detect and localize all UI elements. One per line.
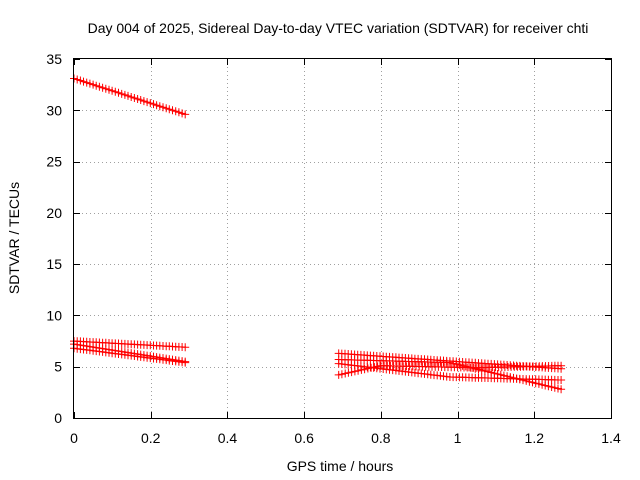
- data-point: [547, 383, 556, 391]
- data-point: [181, 358, 190, 367]
- data-point: [152, 101, 161, 110]
- data-point: [341, 369, 350, 378]
- data-point: [334, 370, 343, 379]
- data-point: [357, 365, 366, 374]
- series-arc-1: [70, 74, 190, 119]
- y-tick-label: 0: [54, 410, 62, 426]
- data-point: [168, 106, 177, 115]
- data-point: [557, 361, 566, 370]
- x-tick-label: 0: [70, 430, 78, 446]
- data-point: [111, 87, 120, 96]
- data-point: [181, 110, 190, 119]
- data-point: [171, 107, 180, 116]
- data-point: [557, 376, 566, 384]
- x-axis-label: GPS time / hours: [287, 458, 394, 474]
- data-point: [449, 359, 458, 368]
- data-point: [344, 368, 353, 377]
- series-group: [70, 74, 566, 394]
- data-point: [130, 94, 139, 102]
- y-tick-label: 10: [46, 307, 62, 323]
- data-point: [124, 91, 132, 100]
- data-point: [136, 96, 145, 104]
- x-tick-labels: 0 0.2 0.4 0.6 0.8 1 1.2 1.4: [70, 430, 621, 446]
- data-point: [117, 89, 126, 98]
- data-point: [181, 343, 190, 352]
- x-tick-label: 1.2: [525, 430, 545, 446]
- series-arc-8: [334, 361, 566, 379]
- data-point: [85, 79, 94, 88]
- data-point: [114, 88, 123, 97]
- data-point: [367, 363, 376, 372]
- y-tick-label: 35: [46, 51, 62, 67]
- y-tick-label: 30: [46, 102, 62, 118]
- series-arc-7: [334, 359, 566, 384]
- data-point: [360, 365, 369, 374]
- series-arc-4: [70, 344, 190, 367]
- x-tick-label: 0.8: [371, 430, 391, 446]
- data-point: [354, 366, 363, 375]
- data-point: [139, 97, 148, 106]
- x-tick-label: 0.2: [141, 430, 161, 446]
- plot-frame: [73, 58, 612, 419]
- data-point: [347, 368, 356, 377]
- y-tick-label: 5: [54, 359, 62, 375]
- data-point: [146, 99, 155, 108]
- data-point: [143, 98, 152, 107]
- data-point: [557, 385, 566, 394]
- x-tick-label: 0.6: [294, 430, 314, 446]
- data-point: [79, 77, 88, 86]
- data-point: [445, 358, 454, 367]
- data-point: [165, 105, 174, 114]
- grid: [74, 59, 611, 418]
- data-point: [101, 84, 110, 93]
- data-point: [350, 367, 359, 376]
- chart-title: Day 004 of 2025, Sidereal Day-to-day VTE…: [88, 20, 589, 36]
- y-tick-labels: 0 5 10 15 20 25 30 35: [46, 51, 62, 426]
- data-point: [337, 370, 346, 379]
- series-arc-6: [334, 355, 566, 394]
- y-axis-label: SDTVAR / TECUs: [6, 182, 22, 294]
- data-point: [461, 362, 470, 371]
- data-point: [474, 365, 483, 374]
- data-point: [127, 93, 136, 101]
- y-tick-label: 15: [46, 256, 62, 272]
- data-point: [98, 83, 107, 92]
- axis-ticks: [74, 59, 612, 419]
- data-point: [471, 364, 480, 373]
- data-point: [95, 82, 104, 91]
- x-tick-label: 1: [454, 430, 462, 446]
- series-arc-2: [70, 337, 190, 352]
- data-point: [108, 86, 117, 95]
- x-tick-label: 1.4: [601, 430, 621, 446]
- data-point: [155, 102, 164, 111]
- y-tick-label: 25: [46, 154, 62, 170]
- data-point: [92, 81, 101, 90]
- data-point: [174, 108, 183, 117]
- data-point: [73, 75, 82, 84]
- data-point: [373, 362, 382, 371]
- x-tick-label: 0.4: [218, 430, 238, 446]
- data-point: [363, 364, 372, 373]
- data-point: [82, 78, 91, 87]
- data-point: [370, 363, 379, 372]
- data-point: [159, 103, 167, 112]
- data-point: [550, 383, 559, 392]
- data-point: [458, 361, 467, 370]
- y-tick-label: 20: [46, 205, 62, 221]
